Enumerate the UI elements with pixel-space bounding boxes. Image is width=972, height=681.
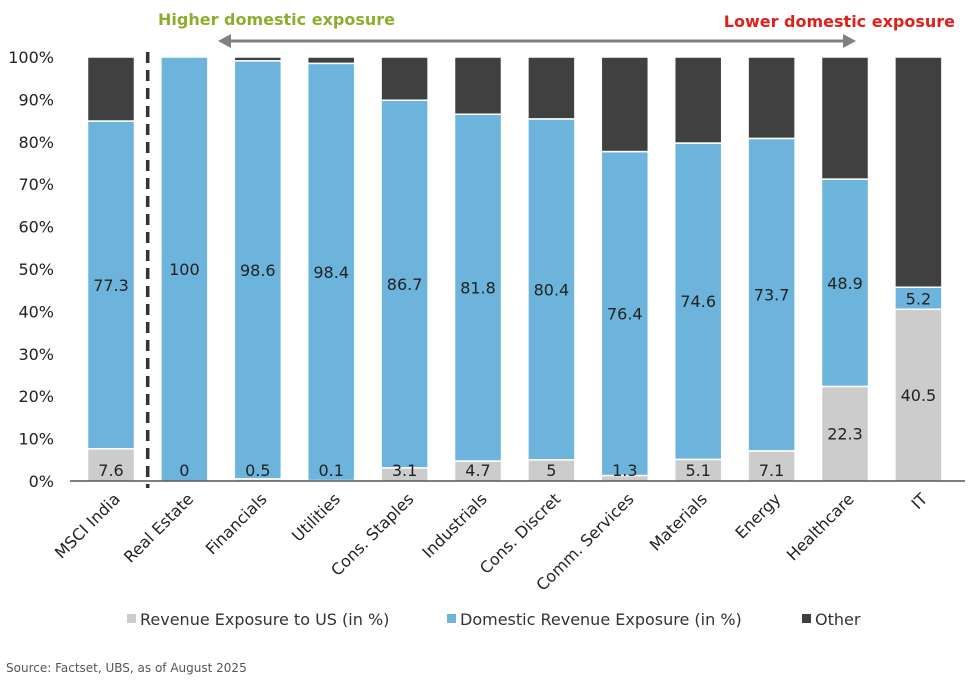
us-data-label: 40.5 bbox=[901, 386, 937, 405]
other-bar bbox=[895, 57, 942, 287]
other-bar bbox=[381, 57, 428, 100]
lower-exposure-label: Lower domestic exposure bbox=[724, 12, 955, 31]
x-category-label: Utilities bbox=[288, 489, 344, 545]
other-bar bbox=[822, 57, 869, 179]
x-category-label: Materials bbox=[646, 489, 711, 554]
legend-swatch bbox=[802, 614, 811, 623]
y-tick-label: 40% bbox=[18, 302, 54, 321]
other-bar bbox=[528, 57, 575, 119]
domestic-data-label: 5.2 bbox=[906, 289, 931, 308]
x-category-label: Financials bbox=[202, 489, 271, 558]
domestic-data-label: 48.9 bbox=[827, 274, 863, 293]
y-tick-label: 60% bbox=[18, 218, 54, 237]
y-tick-label: 80% bbox=[18, 133, 54, 152]
x-category-label: Real Estate bbox=[120, 489, 197, 566]
us-data-label: 1.3 bbox=[612, 461, 637, 480]
us-data-label: 0 bbox=[179, 461, 189, 480]
x-category-label: Healthcare bbox=[783, 489, 858, 564]
domestic-data-label: 86.7 bbox=[387, 275, 423, 294]
us-data-label: 22.3 bbox=[827, 425, 863, 444]
x-category-label: Industrials bbox=[418, 489, 490, 561]
us-data-label: 5 bbox=[546, 461, 556, 480]
x-category-label: IT bbox=[908, 489, 932, 513]
us-data-label: 0.1 bbox=[318, 461, 343, 480]
source-note: Source: Factset, UBS, as of August 2025 bbox=[6, 661, 247, 675]
other-bar bbox=[234, 57, 281, 61]
legend-label: Domestic Revenue Exposure (in %) bbox=[460, 610, 742, 629]
us-data-label: 4.7 bbox=[465, 461, 490, 480]
y-tick-label: 10% bbox=[18, 430, 54, 449]
domestic-data-label: 80.4 bbox=[534, 280, 570, 299]
domestic-data-label: 77.3 bbox=[93, 276, 129, 295]
legend-label: Revenue Exposure to US (in %) bbox=[140, 610, 389, 629]
y-tick-label: 100% bbox=[8, 48, 54, 67]
legend-label: Other bbox=[815, 610, 861, 629]
domestic-data-label: 100 bbox=[169, 260, 200, 279]
higher-exposure-label: Higher domestic exposure bbox=[158, 10, 395, 29]
other-bar bbox=[308, 57, 355, 63]
legend-swatch bbox=[447, 614, 456, 623]
y-tick-label: 0% bbox=[29, 472, 54, 491]
us-data-label: 7.6 bbox=[98, 461, 123, 480]
domestic-data-label: 98.6 bbox=[240, 261, 276, 280]
x-category-label: Energy bbox=[731, 489, 784, 542]
domestic-data-label: 74.6 bbox=[680, 292, 716, 311]
other-bar bbox=[748, 57, 795, 138]
domestic-data-label: 73.7 bbox=[754, 286, 790, 305]
y-tick-label: 50% bbox=[18, 260, 54, 279]
other-bar bbox=[601, 57, 648, 152]
other-bar bbox=[455, 57, 502, 114]
y-tick-label: 70% bbox=[18, 175, 54, 194]
other-bar bbox=[675, 57, 722, 143]
y-tick-label: 30% bbox=[18, 345, 54, 364]
other-bar bbox=[88, 57, 135, 121]
x-category-label: MSCI India bbox=[51, 489, 124, 562]
y-tick-label: 90% bbox=[18, 90, 54, 109]
arrow-right-head bbox=[843, 34, 856, 48]
us-data-label: 3.1 bbox=[392, 461, 417, 480]
legend-swatch bbox=[127, 614, 136, 623]
us-data-label: 7.1 bbox=[759, 461, 784, 480]
domestic-data-label: 76.4 bbox=[607, 305, 643, 324]
domestic-data-label: 81.8 bbox=[460, 279, 496, 298]
y-tick-label: 20% bbox=[18, 387, 54, 406]
arrow-left-head bbox=[218, 34, 231, 48]
us-data-label: 5.1 bbox=[685, 461, 710, 480]
domestic-data-label: 98.4 bbox=[313, 263, 349, 282]
us-data-label: 0.5 bbox=[245, 461, 270, 480]
